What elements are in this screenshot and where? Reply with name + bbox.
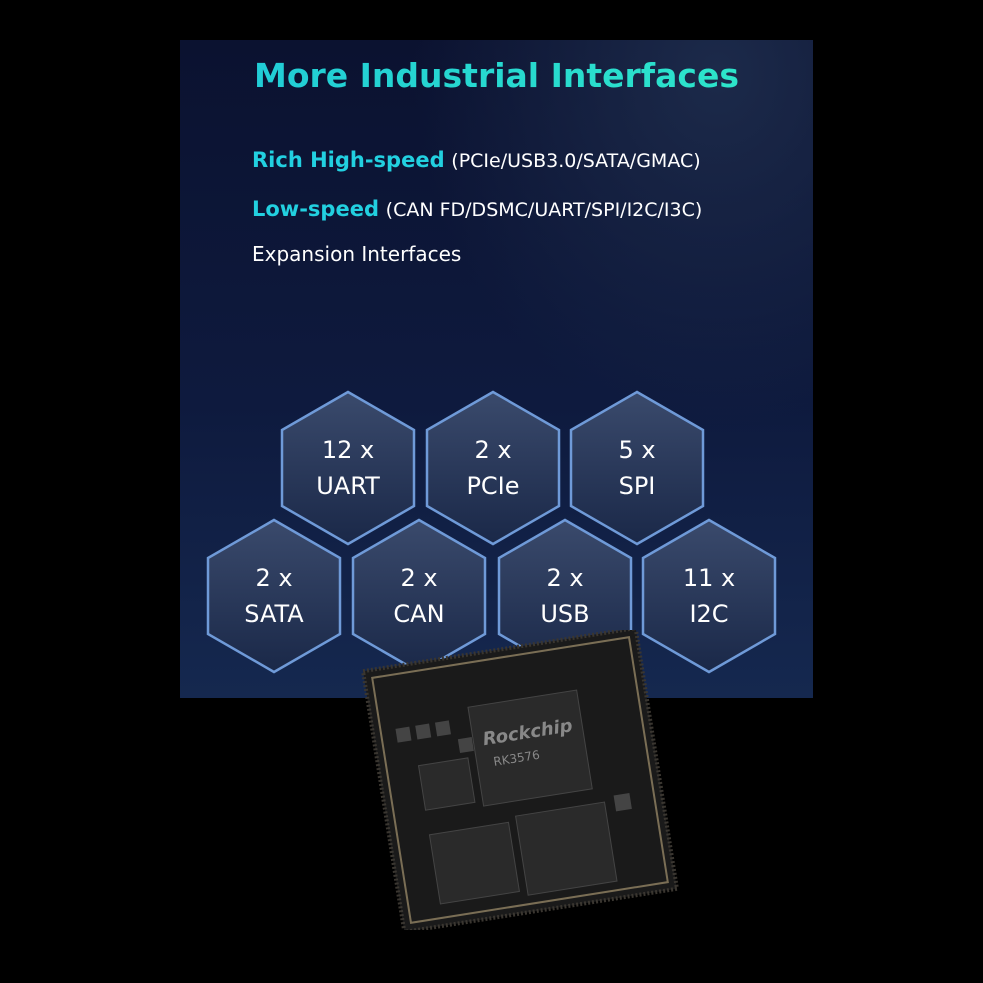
hex-count: 2 x	[255, 564, 293, 592]
hex-count: 12 x	[321, 436, 375, 464]
hex-count: 2 x	[546, 564, 584, 592]
hex-count: 11 x	[682, 564, 736, 592]
hex-interface: SATA	[244, 600, 304, 628]
hexagon-sata: 2 x SATA	[205, 517, 343, 675]
high-speed-detail: (PCIe/USB3.0/SATA/GMAC)	[451, 150, 701, 172]
hex-interface: PCIe	[466, 472, 520, 500]
hex-count: 2 x	[474, 436, 512, 464]
expansion-line: Expansion Interfaces	[252, 242, 461, 266]
expansion-label: Expansion Interfaces	[252, 242, 462, 266]
hex-count: 2 x	[400, 564, 438, 592]
hex-interface: CAN	[393, 600, 445, 628]
hex-interface: I2C	[689, 600, 729, 628]
hexagon-i2c: 11 x I2C	[640, 517, 778, 675]
hexagon-spi: 5 x SPI	[568, 389, 706, 547]
hex-interface: SPI	[618, 472, 656, 500]
high-speed-label: Rich High-speed	[252, 148, 445, 172]
hex-count: 5 x	[618, 436, 656, 464]
hexagon-pcie: 2 x PCIe	[424, 389, 562, 547]
low-speed-label: Low-speed	[252, 197, 379, 221]
high-speed-line: Rich High-speed (PCIe/USB3.0/SATA/GMAC)	[252, 148, 701, 172]
hexagon-can: 2 x CAN	[350, 517, 488, 675]
hex-interface: USB	[540, 600, 590, 628]
hex-interface: UART	[316, 472, 380, 500]
hexagon-uart: 12 x UART	[279, 389, 417, 547]
low-speed-line: Low-speed (CAN FD/DSMC/UART/SPI/I2C/I3C)	[252, 197, 702, 221]
chip-module-image: Rockchip RK3576	[360, 625, 680, 935]
low-speed-detail: (CAN FD/DSMC/UART/SPI/I2C/I3C)	[385, 199, 703, 221]
page-title: More Industrial Interfaces	[180, 56, 813, 95]
